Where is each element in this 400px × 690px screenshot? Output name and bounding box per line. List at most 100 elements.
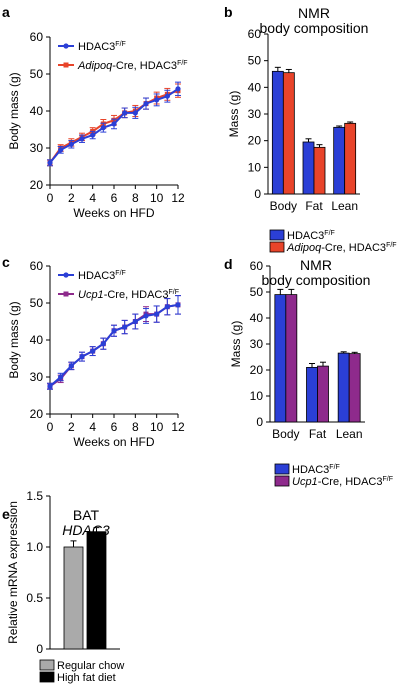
y-tick-label: 60 xyxy=(30,30,44,44)
x-tick-label: Body xyxy=(272,427,299,441)
y-tick-label: 30 xyxy=(30,370,44,384)
data-point xyxy=(122,110,128,116)
x-tick-label: 0 xyxy=(47,420,54,434)
x-tick-label: Fat xyxy=(309,427,327,441)
y-tick-label: 60 xyxy=(250,259,264,273)
y-tick-label: 0 xyxy=(256,415,263,429)
legend-label: Adipoq-Cre, HDAC3F/F xyxy=(286,242,397,254)
x-axis-label: Weeks on HFD xyxy=(73,206,154,220)
y-tick-label: 30 xyxy=(250,337,264,351)
panel-letter: c xyxy=(2,254,10,270)
y-tick-label: 60 xyxy=(30,259,44,273)
data-point xyxy=(164,93,170,99)
legend-swatch xyxy=(274,463,290,475)
y-tick-label: 1.0 xyxy=(26,540,43,554)
data-point xyxy=(122,324,128,330)
bar xyxy=(282,72,295,195)
bar xyxy=(306,366,318,423)
y-tick-label: 30 xyxy=(30,141,44,155)
x-tick-label: 4 xyxy=(89,420,96,434)
data-point xyxy=(47,160,53,166)
legend-label: Adipoq-Cre, HDAC3F/F xyxy=(77,60,188,72)
bar xyxy=(317,365,329,423)
y-tick-label: 40 xyxy=(30,333,44,347)
data-point xyxy=(111,328,117,334)
data-point xyxy=(132,110,138,116)
legend-marker xyxy=(63,291,69,297)
data-point xyxy=(68,363,74,369)
series-line-1 xyxy=(49,303,179,388)
x-tick-label: Body xyxy=(270,199,297,213)
legend-swatch xyxy=(269,229,285,241)
panel-letter: e xyxy=(2,506,10,522)
y-tick-label: 20 xyxy=(30,407,44,421)
y-tick-label: 20 xyxy=(248,134,262,148)
panel-letter: b xyxy=(224,4,233,20)
legend-swatch xyxy=(274,475,290,487)
y-axis-label: Relative mRNA expression xyxy=(6,501,20,644)
y-tick-label: 20 xyxy=(30,178,44,192)
panel-c-weight-curve: c 20 30 40 50 60 0 2 4 6 8 10 12 Weeks on HFD Body mas… xyxy=(2,254,185,449)
bar xyxy=(302,141,315,195)
y-tick-label: 0 xyxy=(36,642,43,656)
y-tick-label: 50 xyxy=(30,296,44,310)
data-point xyxy=(100,341,106,347)
legend-label: Regular chow xyxy=(57,660,124,672)
bar xyxy=(271,70,284,195)
data-point xyxy=(143,313,149,319)
legend-marker xyxy=(63,62,69,68)
panel-letter: d xyxy=(224,256,233,272)
x-tick-label: 8 xyxy=(132,420,139,434)
legend-label: Ucp1-Cre, HDAC3F/F xyxy=(78,289,179,301)
bar xyxy=(344,122,357,195)
x-tick-label: 8 xyxy=(132,191,139,205)
chart-title: BAT xyxy=(73,507,100,523)
y-tick-label: 0 xyxy=(254,187,261,201)
y-tick-label: 50 xyxy=(30,67,44,81)
data-point xyxy=(132,318,138,325)
data-point xyxy=(175,302,181,308)
series-line-2 xyxy=(49,303,179,388)
legend-marker xyxy=(63,43,69,49)
x-tick-label: 6 xyxy=(111,191,118,205)
x-tick-label: 10 xyxy=(150,420,164,434)
y-axis-label: Mass (g) xyxy=(229,321,243,368)
legend-label: HDAC3F/F xyxy=(78,41,126,53)
x-tick-label: 12 xyxy=(171,420,185,434)
x-tick-label: Lean xyxy=(336,427,363,441)
y-tick-label: 40 xyxy=(250,311,264,325)
x-tick-label: 0 xyxy=(47,191,54,205)
legend-swatch xyxy=(39,671,55,683)
x-tick-label: 2 xyxy=(68,420,75,434)
data-point xyxy=(164,304,170,310)
y-tick-label: 50 xyxy=(250,285,264,299)
data-point xyxy=(111,121,117,127)
y-tick-label: 40 xyxy=(30,104,44,118)
data-point xyxy=(58,147,64,153)
legend-label: High fat diet xyxy=(57,672,116,684)
data-point xyxy=(90,348,96,354)
data-point xyxy=(68,141,74,147)
chart-title: body composition xyxy=(262,272,371,288)
bar xyxy=(63,546,84,650)
bar xyxy=(333,126,346,195)
legend-label: HDAC3F/F xyxy=(78,270,126,282)
chart-title: NMR xyxy=(298,5,330,21)
chart-title: body composition xyxy=(260,20,369,36)
panel-letter: a xyxy=(2,4,10,20)
x-tick-label: Fat xyxy=(305,199,323,213)
data-point xyxy=(58,374,64,380)
x-tick-label: 12 xyxy=(171,191,185,205)
y-tick-label: 10 xyxy=(250,389,264,403)
y-axis-label: Body mass (g) xyxy=(7,72,21,149)
bar xyxy=(285,294,298,423)
y-tick-label: 30 xyxy=(248,107,262,121)
bar xyxy=(274,294,287,423)
panel-a-weight-curve: a 20 30 40 50 60 0 2 4 6 8 10 12 Weeks on HFD Body mas… xyxy=(2,4,188,220)
legend-marker xyxy=(63,272,69,278)
y-tick-label: 20 xyxy=(250,363,264,377)
